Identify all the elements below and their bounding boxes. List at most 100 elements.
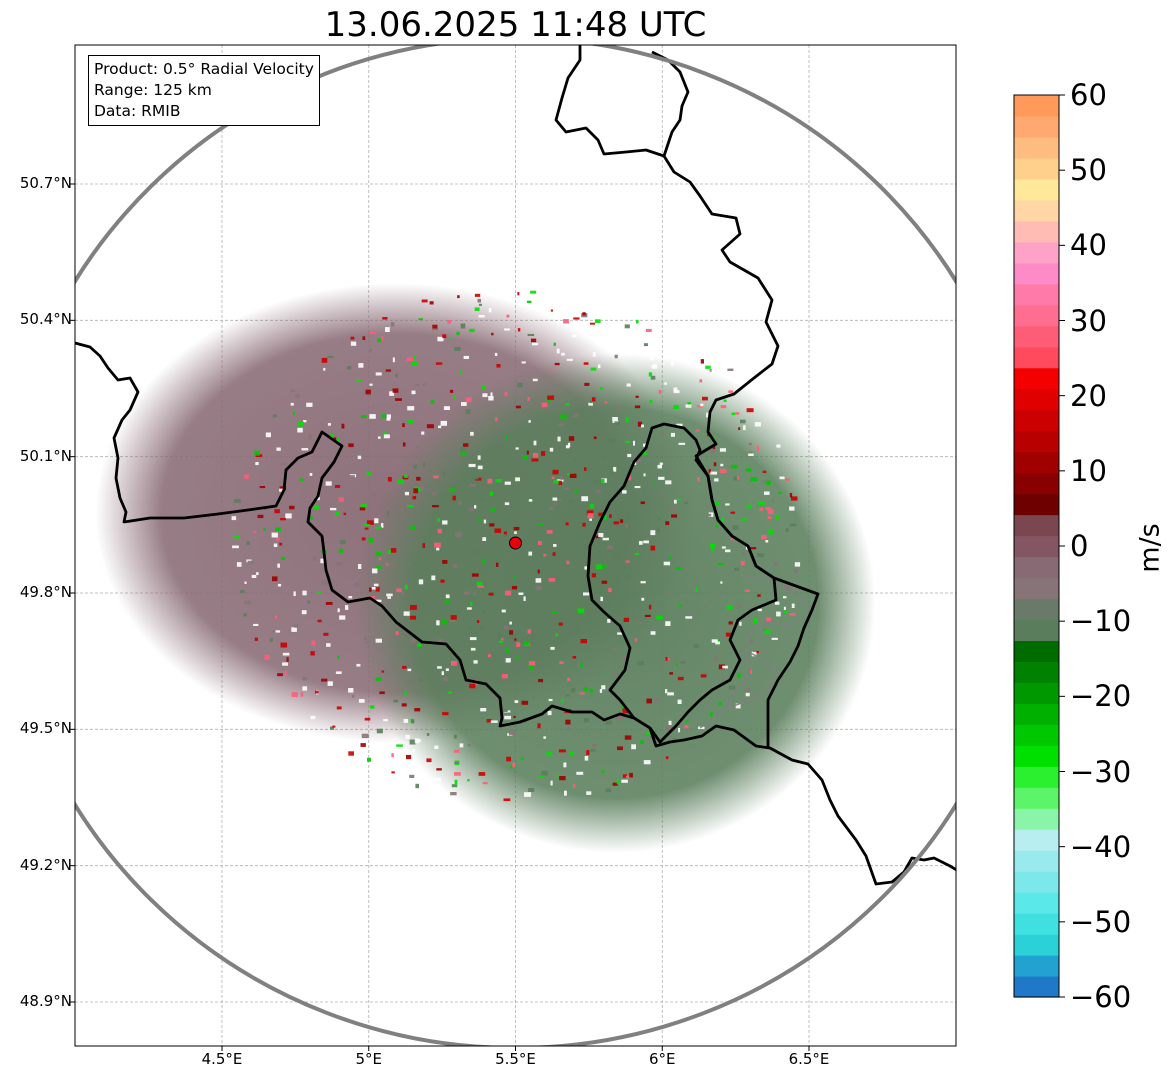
speckle-bin [574, 489, 578, 494]
speckle-bin [490, 720, 498, 723]
speckle-bin [563, 487, 569, 490]
speckle-bin [637, 661, 640, 666]
speckle-bin [598, 533, 604, 538]
speckle-bin [567, 726, 570, 731]
speckle-bin [710, 449, 716, 453]
speckle-bin [745, 589, 750, 592]
colorbar-tick-label: 40 [1070, 228, 1107, 263]
speckle-bin [589, 503, 595, 509]
speckle-bin [555, 633, 558, 637]
speckle-bin [573, 317, 580, 320]
speckle-bin [643, 540, 649, 544]
speckle-bin [419, 678, 423, 682]
speckle-bin [469, 328, 475, 333]
speckle-bin [480, 625, 483, 631]
speckle-bin [386, 417, 391, 421]
speckle-bin [521, 361, 526, 364]
speckle-bin [601, 685, 606, 690]
speckle-bin [627, 475, 632, 481]
speckle-bin [379, 557, 382, 561]
speckle-bin [660, 432, 665, 435]
speckle-bin [678, 728, 681, 733]
speckle-bin [514, 531, 517, 534]
speckle-bin [793, 568, 798, 573]
speckle-bin [640, 740, 644, 744]
speckle-bin [590, 749, 596, 752]
speckle-bin [413, 356, 417, 359]
speckle-bin [443, 677, 449, 682]
speckle-bin [496, 364, 501, 368]
speckle-bin [676, 423, 683, 427]
speckle-bin [680, 661, 686, 664]
speckle-bin [614, 421, 621, 426]
speckle-bin [791, 603, 795, 608]
speckle-bin [587, 335, 594, 338]
speckle-bin [445, 668, 449, 671]
speckle-bin [726, 605, 733, 610]
speckle-bin [321, 357, 328, 363]
speckle-bin [370, 741, 376, 746]
speckle-bin [670, 432, 675, 437]
speckle-bin [609, 514, 612, 518]
speckle-bin [442, 334, 447, 338]
speckle-bin [558, 423, 565, 427]
speckle-bin [426, 424, 434, 429]
speckle-bin [636, 459, 641, 464]
speckle-bin [560, 699, 564, 703]
speckle-bin [623, 617, 630, 622]
speckle-bin [556, 348, 560, 354]
speckle-bin [715, 641, 720, 645]
speckle-bin [684, 725, 689, 729]
speckle-bin [367, 757, 371, 762]
speckle-bin [369, 587, 372, 592]
speckle-bin [759, 507, 763, 511]
speckle-bin [454, 749, 460, 753]
speckle-bin [432, 505, 439, 508]
speckle-bin [526, 450, 529, 455]
speckle-bin [326, 643, 331, 647]
y-tick-label: 49.2°N [19, 855, 72, 874]
speckle-bin [605, 720, 612, 725]
speckle-bin [725, 549, 731, 553]
speckle-bin [480, 708, 487, 712]
speckle-bin [517, 328, 521, 332]
speckle-bin [693, 644, 699, 648]
speckle-bin [456, 331, 460, 336]
speckle-bin [375, 552, 383, 557]
y-tick-marks [70, 183, 75, 1003]
speckle-bin [452, 563, 457, 568]
speckle-bin [402, 423, 405, 427]
speckle-bin [509, 730, 516, 736]
speckle-bin [330, 434, 334, 437]
speckle-bin [332, 725, 336, 728]
speckle-bin [429, 301, 434, 305]
speckle-bin [766, 617, 772, 622]
speckle-bin [381, 670, 385, 673]
speckle-bin [381, 336, 384, 341]
speckle-bin [275, 630, 281, 633]
speckle-bin [622, 708, 629, 714]
speckle-bin [791, 496, 798, 501]
speckle-bin [547, 395, 555, 400]
speckle-bin [374, 518, 379, 524]
speckle-bin [310, 516, 314, 520]
speckle-bin [348, 596, 353, 599]
speckle-bin [551, 476, 555, 479]
speckle-bin [491, 691, 495, 697]
colorbar-tick-label: −50 [1070, 904, 1132, 939]
speckle-bin [546, 752, 553, 757]
speckle-bin [634, 552, 639, 556]
speckle-bin [478, 518, 482, 521]
speckle-bin [255, 454, 263, 458]
speckle-bin [422, 543, 426, 548]
speckle-bin [583, 592, 590, 596]
colorbar-segment [1014, 262, 1059, 285]
colorbar-unit-label: m/s [1134, 523, 1166, 573]
speckle-bin [612, 417, 618, 421]
colorbar-segment [1014, 766, 1059, 788]
speckle-bin [601, 770, 605, 773]
speckle-bin [708, 469, 711, 473]
speckle-bin [339, 615, 346, 620]
speckle-bin [710, 471, 718, 475]
colorbar-segment [1014, 95, 1059, 117]
